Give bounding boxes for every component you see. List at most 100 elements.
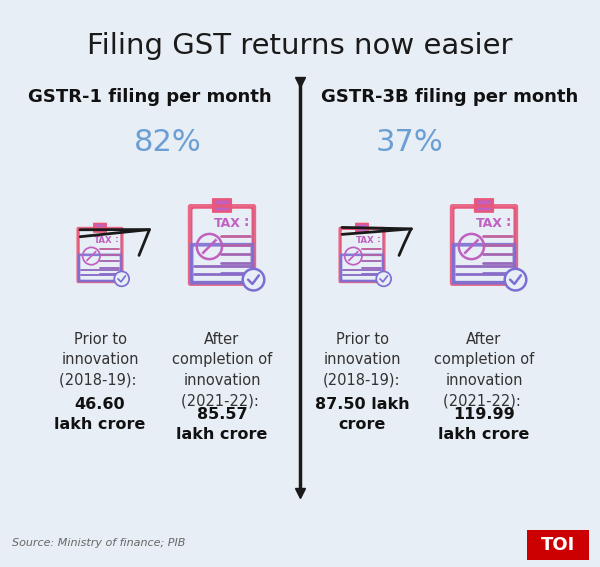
Bar — [452, 260, 515, 263]
Text: TAX: TAX — [94, 236, 113, 245]
Bar — [340, 248, 384, 250]
Bar — [191, 280, 254, 282]
Bar — [191, 262, 254, 265]
Bar — [340, 243, 384, 245]
Text: After
completion of
innovation
(2021-22):: After completion of innovation (2021-22)… — [172, 332, 272, 408]
Text: Filing GST returns now easier: Filing GST returns now easier — [87, 32, 513, 60]
Bar — [340, 268, 384, 270]
Bar — [191, 256, 254, 259]
Bar — [340, 231, 384, 233]
Bar — [191, 217, 254, 219]
Bar — [340, 263, 384, 265]
Bar — [452, 226, 515, 229]
Bar — [340, 252, 384, 254]
Bar — [78, 259, 122, 261]
Bar — [452, 251, 515, 253]
Bar — [452, 255, 515, 257]
Bar — [191, 224, 254, 226]
Bar — [452, 277, 515, 280]
FancyBboxPatch shape — [477, 201, 491, 210]
Bar — [340, 240, 384, 242]
Bar — [78, 238, 122, 240]
Bar — [191, 235, 254, 238]
Text: :: : — [115, 235, 118, 244]
Bar — [78, 264, 122, 266]
Text: TAX: TAX — [356, 236, 375, 245]
Text: Prior to
innovation
(2018-19):: Prior to innovation (2018-19): — [323, 332, 401, 408]
Bar — [452, 247, 515, 249]
FancyBboxPatch shape — [341, 230, 382, 280]
Bar — [340, 264, 384, 266]
Bar — [452, 280, 515, 282]
Bar — [191, 253, 254, 255]
FancyBboxPatch shape — [80, 230, 121, 280]
Bar — [452, 266, 515, 268]
Bar — [78, 276, 122, 278]
Bar — [452, 249, 515, 251]
Bar — [78, 229, 122, 230]
Bar — [191, 260, 254, 263]
Bar — [78, 246, 122, 248]
Bar — [452, 231, 515, 234]
Bar — [191, 234, 254, 236]
Text: GSTR-3B filing per month: GSTR-3B filing per month — [322, 88, 578, 106]
Bar — [340, 234, 384, 236]
Bar — [78, 242, 122, 244]
FancyBboxPatch shape — [212, 198, 232, 213]
Bar — [191, 241, 254, 244]
Bar — [340, 279, 384, 281]
Bar — [191, 268, 254, 270]
Bar — [452, 209, 515, 211]
Bar — [340, 271, 384, 273]
Bar — [191, 238, 254, 240]
Text: TAX: TAX — [214, 217, 241, 230]
Text: Prior to
innovation
(2018-19):: Prior to innovation (2018-19): — [59, 332, 141, 388]
Bar — [191, 274, 254, 276]
Bar — [452, 214, 515, 217]
FancyBboxPatch shape — [193, 209, 251, 281]
Bar — [191, 276, 254, 278]
Bar — [452, 222, 515, 225]
Bar — [191, 249, 254, 251]
Bar — [340, 267, 384, 269]
Bar — [191, 222, 254, 225]
Bar — [78, 277, 122, 279]
Text: 119.99
lakh crore: 119.99 lakh crore — [439, 407, 530, 442]
Bar — [452, 239, 515, 242]
Bar — [340, 246, 384, 248]
Bar — [452, 276, 515, 278]
Text: :: : — [243, 215, 248, 229]
Bar — [78, 271, 122, 273]
Bar — [340, 230, 384, 232]
Bar — [452, 241, 515, 244]
Bar — [452, 210, 515, 213]
Bar — [452, 262, 515, 265]
Bar — [191, 230, 254, 232]
FancyBboxPatch shape — [93, 223, 107, 233]
FancyBboxPatch shape — [355, 223, 369, 233]
Bar — [78, 251, 122, 253]
Text: 85.57
lakh crore: 85.57 lakh crore — [176, 407, 268, 442]
Bar — [191, 247, 254, 249]
Bar — [191, 214, 254, 217]
Bar — [78, 279, 122, 281]
Bar — [78, 235, 122, 237]
Bar — [78, 248, 122, 250]
Bar — [78, 253, 122, 256]
FancyBboxPatch shape — [454, 209, 514, 281]
Bar — [452, 213, 515, 215]
Bar — [340, 275, 384, 277]
FancyBboxPatch shape — [474, 198, 494, 213]
Bar — [78, 273, 122, 275]
Bar — [340, 249, 384, 252]
Bar — [340, 261, 384, 264]
Bar — [452, 253, 515, 255]
Bar — [340, 238, 384, 240]
Bar — [191, 220, 254, 223]
Bar — [340, 272, 384, 274]
Bar — [191, 270, 254, 272]
Text: :: : — [505, 215, 511, 229]
Bar — [452, 234, 515, 236]
Text: Source: Ministry of finance; PIB: Source: Ministry of finance; PIB — [12, 538, 185, 548]
Bar — [78, 275, 122, 277]
